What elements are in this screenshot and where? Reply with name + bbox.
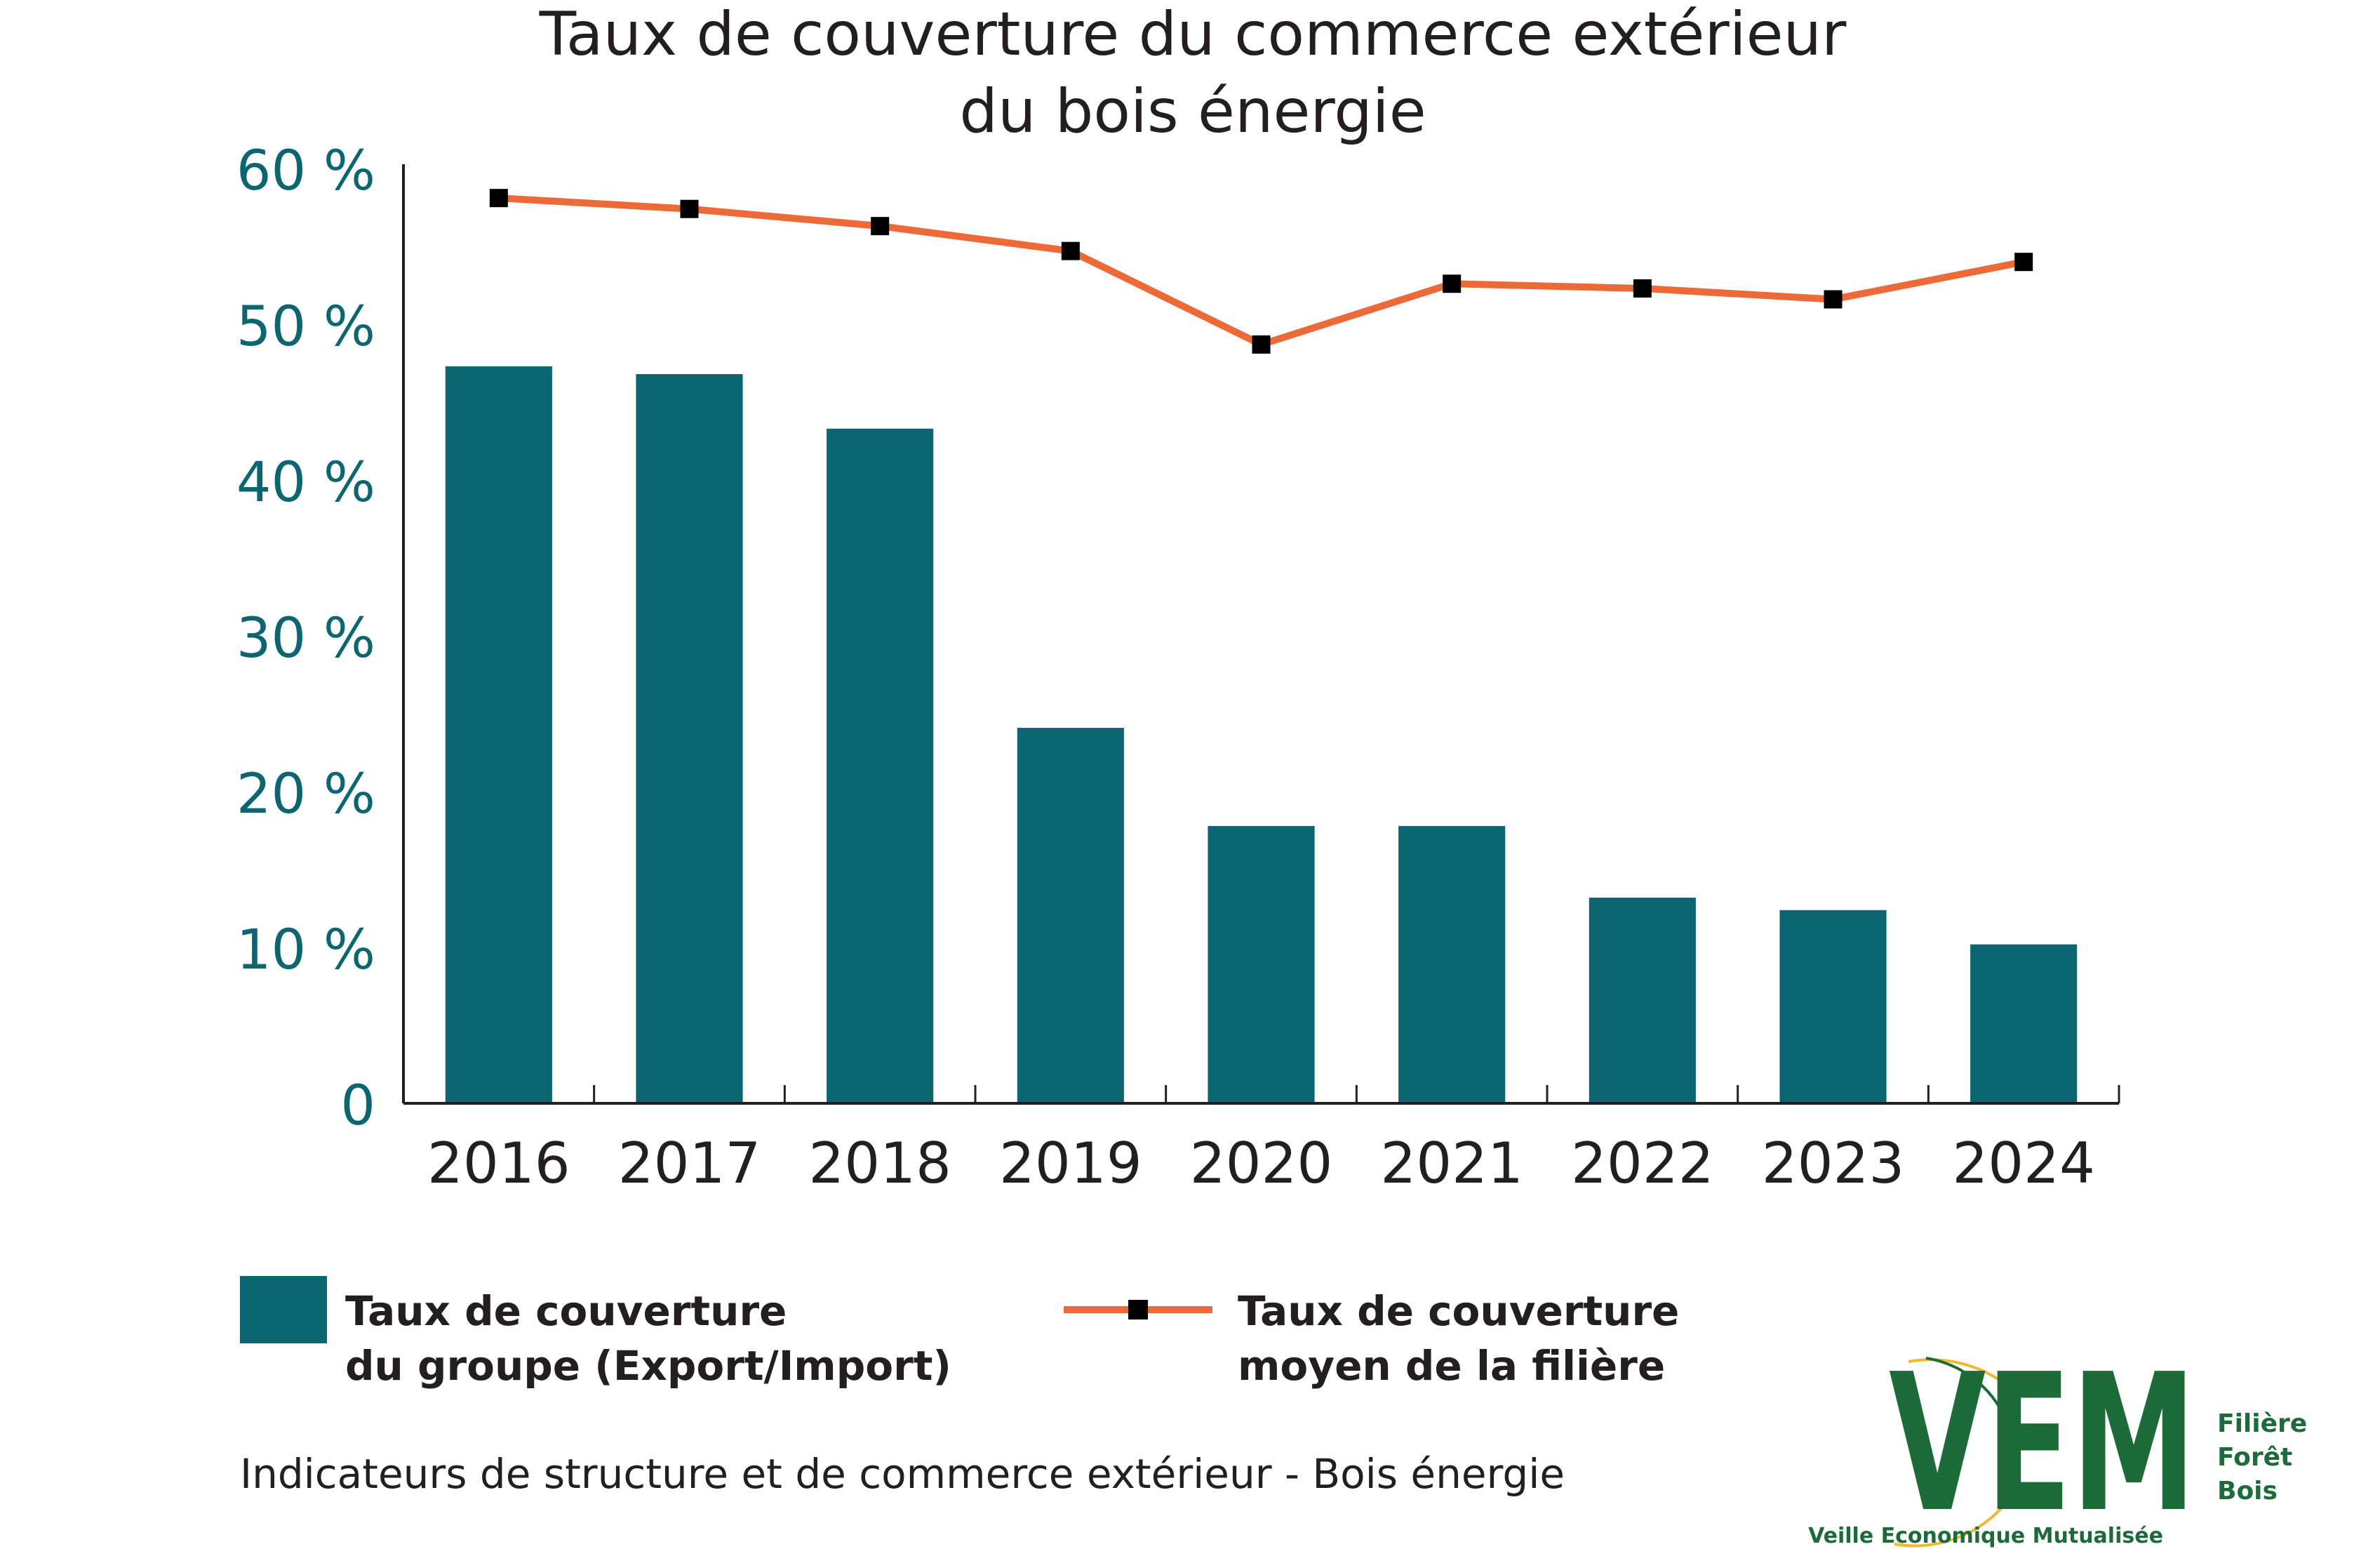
vem-logo: VEM Filière Forêt Bois Veille Economique… <box>1808 1333 2307 1549</box>
line-marker-2018 <box>871 217 890 236</box>
y-tick-label: 30 % <box>236 607 375 670</box>
y-tick-label: 40 % <box>236 451 375 514</box>
line-series <box>489 189 2033 354</box>
x-tick-label: 2023 <box>1762 1131 1905 1196</box>
line-marker-2023 <box>1824 290 1843 309</box>
x-tick-label: 2021 <box>1380 1131 1523 1196</box>
line-marker-2021 <box>1443 274 1462 293</box>
x-axis-ticks: 2016 2017 2018 2019 2020 2021 2022 2023 2024 <box>427 1131 2095 1196</box>
legend-bar-swatch <box>240 1276 327 1343</box>
axes <box>402 164 2120 1105</box>
chart-title-line2: du bois énergie <box>959 77 1426 147</box>
line-marker-2020 <box>1252 335 1271 354</box>
legend-line-label-line1: Taux de couverture <box>1238 1287 1679 1335</box>
x-tick-label: 2019 <box>999 1131 1142 1196</box>
bar-2023 <box>1779 910 1887 1103</box>
logo-tagline: Veille Economique Mutualisée <box>1808 1524 2163 1548</box>
bar-2017 <box>636 374 743 1103</box>
bar-2019 <box>1017 727 1124 1103</box>
line-marker-2022 <box>1633 279 1652 298</box>
line-marker-2017 <box>680 199 699 218</box>
logo-letters: VEM <box>1889 1333 2196 1549</box>
legend: Taux de couverture du groupe (Export/Imp… <box>240 1276 1679 1390</box>
bar-2016 <box>445 366 552 1104</box>
x-tick-label: 2018 <box>808 1131 951 1196</box>
x-tick-label: 2020 <box>1190 1131 1333 1196</box>
y-tick-label: 20 % <box>236 763 375 826</box>
logo-bois: Bois <box>2217 1477 2278 1505</box>
x-tick-label: 2022 <box>1571 1131 1714 1196</box>
line-path <box>498 194 2025 348</box>
legend-line-label-line2: moyen de la filière <box>1238 1342 1665 1390</box>
bar-2021 <box>1398 825 1506 1103</box>
logo-yellow-arc <box>1908 1358 2010 1388</box>
y-axis-ticks: 60 % 50 % 40 % 30 % 20 % 10 % 0 <box>236 140 375 1138</box>
chart-title-line1: Taux de couverture du commerce extérieur <box>539 0 1847 69</box>
x-tick-label: 2024 <box>1952 1131 2095 1196</box>
line-marker-2016 <box>489 189 508 208</box>
y-tick-label: 0 <box>340 1075 375 1138</box>
line-marker-2024 <box>2014 253 2033 272</box>
bar-2020 <box>1208 825 1315 1103</box>
x-tick-label: 2017 <box>618 1131 761 1196</box>
y-tick-label: 50 % <box>236 295 375 359</box>
bar-series <box>445 366 2078 1104</box>
logo-filiere: Filière <box>2217 1409 2307 1438</box>
bar-2022 <box>1589 897 1696 1103</box>
logo-foret: Forêt <box>2217 1443 2292 1472</box>
y-tick-label: 60 % <box>236 140 375 203</box>
legend-bar-label-line2: du groupe (Export/Import) <box>345 1342 951 1390</box>
logo-green-arc <box>1925 1357 2014 1440</box>
x-tick-label: 2016 <box>427 1131 570 1196</box>
legend-bar-label-line1: Taux de couverture <box>345 1287 787 1335</box>
chart-source: Indicateurs de structure et de commerce … <box>240 1450 1565 1498</box>
logo-green-arc-bottom <box>1894 1501 2008 1548</box>
line-marker-2019 <box>1061 241 1080 260</box>
bar-2018 <box>827 428 934 1103</box>
bar-2024 <box>1970 944 2078 1103</box>
legend-line-marker <box>1128 1300 1148 1319</box>
y-tick-label: 10 % <box>236 919 375 982</box>
